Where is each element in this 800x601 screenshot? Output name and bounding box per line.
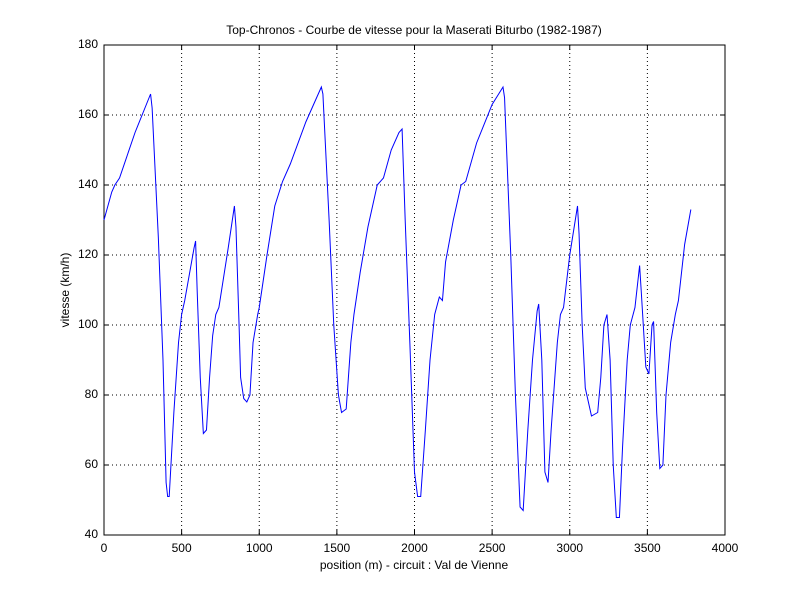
y-tick-label: 180 <box>78 37 98 51</box>
y-tick-label: 40 <box>85 527 99 541</box>
x-tick-label: 3000 <box>556 541 583 555</box>
y-tick-label: 140 <box>78 177 98 191</box>
x-tick-label: 2000 <box>401 541 428 555</box>
x-tick-label: 500 <box>172 541 192 555</box>
x-axis-label: position (m) - circuit : Val de Vienne <box>320 558 509 572</box>
x-tick-label: 2500 <box>479 541 506 555</box>
chart-title: Top-Chronos - Courbe de vitesse pour la … <box>226 23 602 37</box>
y-tick-label: 160 <box>78 107 98 121</box>
x-tick-label: 3500 <box>634 541 661 555</box>
x-tick-label: 4000 <box>712 541 739 555</box>
plot-frame <box>103 44 726 536</box>
x-tick-label: 1500 <box>324 541 351 555</box>
y-tick-label: 80 <box>85 387 99 401</box>
y-axis-label: vitesse (km/h) <box>58 253 72 328</box>
y-tick-label: 100 <box>78 317 98 331</box>
x-tick-label: 1000 <box>246 541 273 555</box>
y-tick-label: 60 <box>85 457 99 471</box>
x-tick-label: 0 <box>101 541 108 555</box>
y-tick-label: 120 <box>78 247 98 261</box>
speed-line <box>103 85 692 518</box>
